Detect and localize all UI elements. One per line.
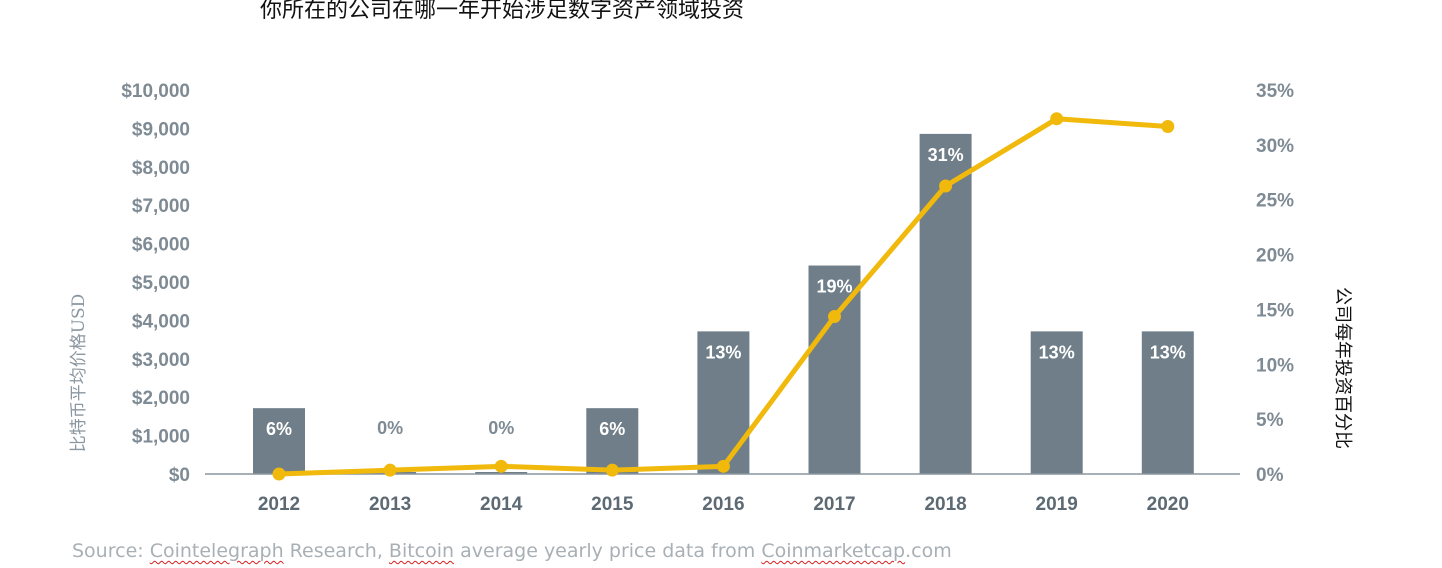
chart-title: 你所在的公司在哪一年开始涉足数字资产领域投资	[260, 0, 744, 23]
x-tick-label: 2017	[813, 494, 855, 515]
y-right-tick-label: 10%	[1256, 355, 1294, 376]
x-tick-label: 2012	[258, 494, 300, 515]
x-tick-label: 2013	[369, 494, 411, 515]
line-point	[272, 467, 286, 481]
x-tick-label: 2018	[924, 494, 966, 515]
bar-labels: 6% 0% 0% 6% 13% 19% 31% 13% 13%	[266, 145, 1186, 439]
bar-data-label: 6%	[599, 419, 625, 439]
line-series	[272, 112, 1175, 481]
bar-data-label: 13%	[1150, 342, 1186, 362]
line-point	[828, 310, 841, 324]
bar	[697, 331, 750, 474]
source-note: Source: Cointelegraph Research, Bitcoin …	[72, 540, 952, 562]
bar	[586, 408, 639, 474]
y-left-axis-label: 比特币平均价格USD	[69, 294, 89, 453]
bar-data-label: 6%	[266, 419, 292, 439]
y-left-tick-label: $8,000	[132, 158, 190, 179]
source-word-coinmarketcap: Coinmarketcap	[761, 540, 906, 562]
y-right-tick-label: 30%	[1256, 136, 1294, 157]
y-left-tick-label: $3,000	[132, 350, 190, 371]
bar	[253, 408, 305, 474]
y-left-ticks: $0 $1,000 $2,000 $3,000 $4,000 $5,000 $6,000 $7…	[121, 81, 190, 486]
source-text-1: Research,	[283, 540, 389, 562]
y-left-tick-label: $2,000	[132, 388, 190, 409]
source-text-2: average yearly price data from	[454, 540, 762, 562]
source-word-cointelegraph: Cointelegraph	[149, 540, 284, 562]
y-right-tick-label: 35%	[1256, 81, 1294, 102]
y-left-tick-label: $1,000	[132, 427, 190, 448]
bar-data-label: 19%	[816, 277, 852, 297]
y-left-tick-label: $10,000	[121, 81, 190, 102]
y-right-ticks: 0% 5% 10% 15% 20% 25% 30% 35%	[1256, 81, 1294, 486]
line-point	[716, 459, 730, 473]
line-point	[605, 463, 619, 477]
y-left-tick-label: $7,000	[132, 196, 190, 217]
y-right-tick-label: 25%	[1256, 191, 1294, 212]
bar-data-label: 31%	[928, 145, 964, 165]
line-point	[1161, 119, 1175, 133]
y-right-tick-label: 5%	[1256, 410, 1284, 431]
bar	[1141, 331, 1194, 474]
bar-data-label: 0%	[377, 418, 403, 438]
bar-data-label: 0%	[488, 418, 514, 438]
x-tick-label: 2019	[1036, 494, 1078, 515]
line-point	[939, 179, 953, 193]
y-right-tick-label: 0%	[1256, 465, 1284, 486]
y-left-tick-label: $6,000	[132, 235, 190, 256]
y-right-tick-label: 20%	[1256, 246, 1294, 267]
bar-data-label: 13%	[1039, 342, 1075, 362]
line-point	[383, 463, 397, 477]
y-right-axis-label: 公司每年投资百分比	[1332, 287, 1353, 449]
source-prefix: Source:	[72, 540, 150, 562]
x-ticks: 2012 2013 2014 2015 2016 2017 2018 2019 2020	[258, 494, 1189, 515]
y-right-tick-label: 15%	[1256, 300, 1294, 321]
bar	[475, 472, 528, 474]
source-text-3: .com	[905, 540, 952, 562]
bar	[808, 265, 861, 474]
y-left-tick-label: $9,000	[132, 119, 190, 140]
bar	[1030, 331, 1083, 474]
x-tick-label: 2015	[591, 494, 634, 515]
x-tick-label: 2020	[1147, 494, 1189, 515]
bar-data-label: 13%	[705, 342, 741, 362]
source-word-bitcoin: Bitcoin	[388, 540, 455, 562]
line-point	[494, 459, 508, 473]
y-left-tick-label: $5,000	[132, 273, 190, 294]
y-left-tick-label: $0	[169, 465, 190, 486]
x-tick-label: 2016	[702, 494, 744, 515]
x-tick-label: 2014	[480, 494, 523, 515]
y-left-tick-label: $4,000	[132, 311, 190, 332]
line-point	[1050, 112, 1064, 126]
